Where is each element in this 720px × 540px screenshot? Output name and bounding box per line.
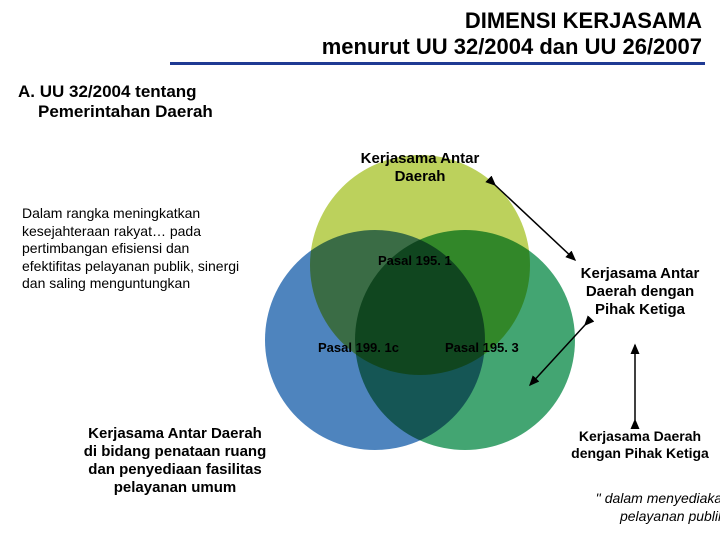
arrow-right-to-venn	[530, 325, 585, 385]
arrow-top-to-right	[495, 185, 575, 260]
arrows-layer	[0, 0, 720, 540]
